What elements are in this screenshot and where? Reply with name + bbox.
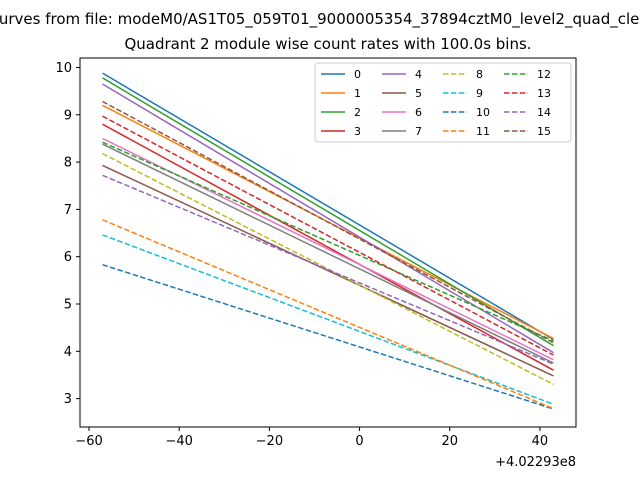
legend-box [314, 62, 572, 143]
legend-label-5: 5 [415, 87, 422, 100]
y-tick-label: 9 [64, 108, 72, 123]
legend-label-7: 7 [415, 125, 422, 138]
y-tick-label: 5 [64, 298, 72, 313]
legend-label-4: 4 [415, 68, 422, 81]
legend-label-8: 8 [476, 68, 483, 81]
legend-label-3: 3 [354, 125, 361, 138]
series-line-15 [102, 100, 554, 344]
legend-label-6: 6 [415, 106, 422, 119]
series-line-12 [102, 141, 554, 342]
legend-label-2: 2 [354, 106, 361, 119]
series-line-14 [102, 174, 554, 365]
x-tick-label: −20 [256, 434, 283, 449]
x-tick-label: 40 [532, 434, 549, 449]
y-tick-label: 7 [64, 203, 72, 218]
series-line-8 [102, 152, 554, 386]
x-axis: −60 −40 −20 0 20 40 [75, 427, 548, 449]
y-axis: 3 4 5 6 7 8 9 10 [55, 61, 80, 407]
series-layer [102, 72, 554, 410]
plot-frame [79, 57, 577, 428]
series-line-13 [102, 115, 554, 356]
x-tick-label: 0 [355, 434, 363, 449]
y-tick-label: 6 [64, 250, 72, 265]
series-line-7 [102, 143, 554, 364]
series-line-10 [102, 263, 554, 410]
figure-suptitle: Lightcurves from file: modeM0/AS1T05_059… [0, 10, 640, 29]
series-line-9 [102, 234, 554, 406]
legend-label-11: 11 [476, 125, 490, 138]
series-line-5 [102, 164, 554, 377]
series-line-3 [102, 123, 554, 371]
y-tick-label: 8 [64, 156, 72, 171]
y-tick-label: 3 [64, 392, 72, 407]
series-line-0 [102, 72, 554, 341]
legend-label-12: 12 [537, 68, 551, 81]
x-tick-label: −40 [165, 434, 192, 449]
legend-label-14: 14 [537, 106, 551, 119]
legend-label-1: 1 [354, 87, 361, 100]
legend-label-13: 13 [537, 87, 551, 100]
chart-title: Quadrant 2 module wise count rates with … [124, 35, 531, 53]
legend-label-0: 0 [354, 68, 361, 81]
x-tick-label: 20 [441, 434, 458, 449]
y-tick-label: 10 [55, 61, 72, 76]
series-line-2 [102, 77, 554, 347]
x-tick-label: −60 [75, 434, 102, 449]
legend-label-10: 10 [476, 106, 490, 119]
x-axis-offset-label: +4.02293e8 [495, 455, 576, 470]
series-line-11 [102, 219, 554, 410]
y-tick-label: 4 [64, 345, 72, 360]
legend-label-15: 15 [537, 125, 551, 138]
legend-label-9: 9 [476, 87, 483, 100]
series-line-4 [102, 83, 554, 354]
